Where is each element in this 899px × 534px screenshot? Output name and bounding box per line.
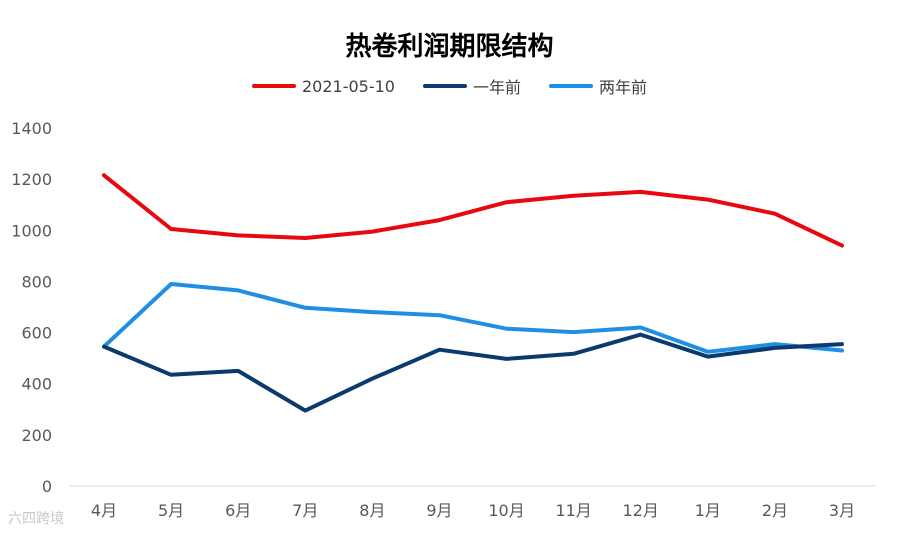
- watermark-text: 六四跨境: [8, 511, 64, 527]
- x-tick-label: 11月: [555, 501, 591, 520]
- x-tick-label: 7月: [292, 501, 318, 520]
- x-tick-label: 5月: [158, 501, 184, 520]
- x-tick-label: 12月: [623, 501, 659, 520]
- y-tick-label: 1200: [11, 170, 52, 189]
- legend-label-series-2: 两年前: [598, 78, 647, 97]
- legend-item-series-2: 两年前: [548, 74, 647, 98]
- y-tick-label: 1400: [11, 119, 52, 138]
- legend-label-series-0: 2021-05-10: [301, 76, 395, 96]
- y-tick-label: 200: [21, 426, 52, 445]
- y-tick-label: 0: [42, 477, 52, 496]
- x-tick-label: 9月: [426, 501, 452, 520]
- legend-label-series-1: 一年前: [472, 78, 521, 97]
- x-tick-label: 6月: [225, 501, 251, 520]
- y-tick-label: 600: [21, 324, 52, 343]
- legend-item-series-0: 2021-05-10: [251, 74, 395, 98]
- legend-swatch-series-2: [548, 84, 593, 88]
- chart-title: 热卷利润期限结构: [345, 32, 554, 62]
- x-tick-label: 3月: [829, 501, 855, 520]
- y-tick-label: 800: [21, 272, 52, 291]
- x-tick-label: 2月: [762, 501, 788, 520]
- series-line-1: [102, 332, 844, 413]
- legend-item-series-1: 一年前: [422, 74, 521, 98]
- y-tick-label: 1000: [11, 221, 52, 240]
- series-line-0: [102, 173, 844, 248]
- x-tick-label: 8月: [359, 501, 385, 520]
- x-tick-label: 4月: [91, 501, 117, 520]
- legend-swatch-series-0: [251, 84, 296, 88]
- y-tick-label: 400: [21, 375, 52, 394]
- legend-swatch-series-1: [422, 84, 467, 88]
- x-tick-label: 10月: [488, 501, 524, 520]
- series-line-2: [102, 282, 844, 354]
- x-tick-label: 1月: [695, 501, 721, 520]
- chart-legend: 2021-05-10 一年前 两年前: [0, 74, 899, 98]
